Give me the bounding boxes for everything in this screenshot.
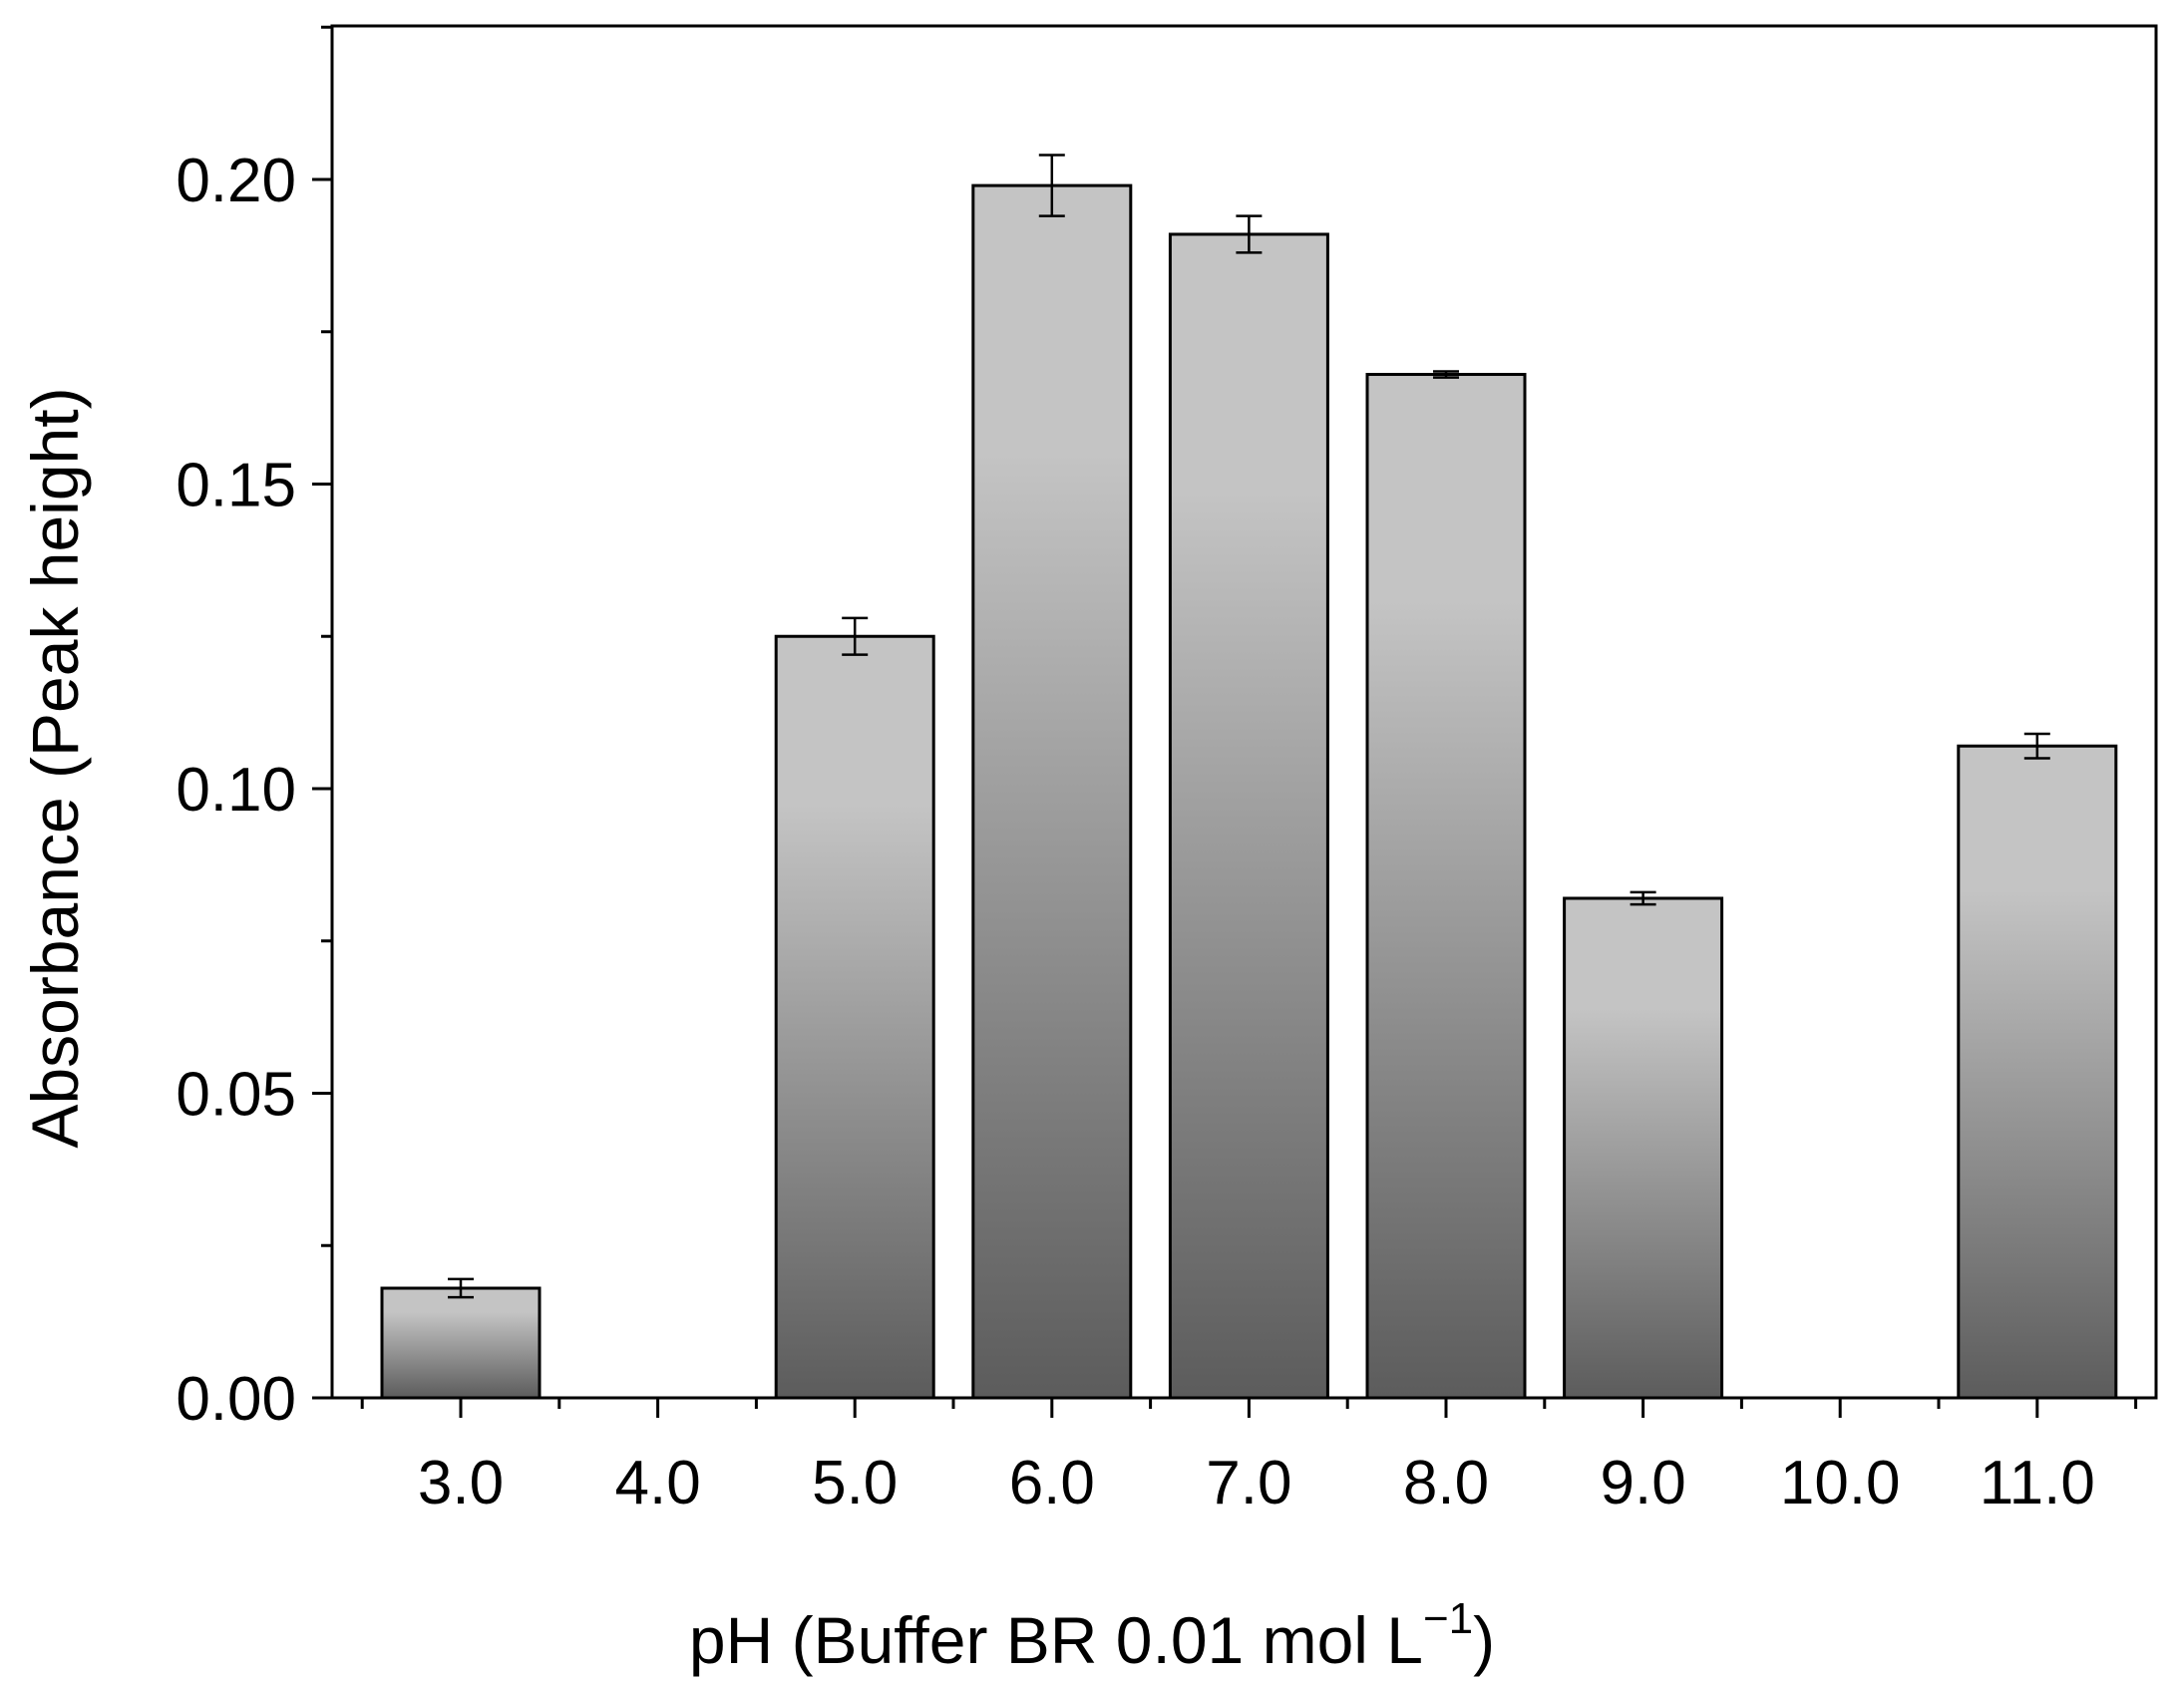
error-bar-7.0 [1236, 214, 1263, 254]
bar-3.0 [380, 1286, 542, 1400]
x-axis-title-main: pH (Buffer BR 0.01 mol L [689, 1603, 1423, 1677]
y-tick-label: 0.10 [176, 756, 296, 825]
y-tick-label: 0.05 [176, 1061, 296, 1130]
error-bar-3.0 [448, 1277, 474, 1299]
error-bar-5.0 [842, 616, 869, 656]
x-tick-label-10.0: 10.0 [1780, 1449, 1901, 1517]
x-tick-label-11.0: 11.0 [1980, 1449, 2095, 1517]
y-tick-label: 0.00 [176, 1365, 296, 1434]
plot-frame [330, 24, 2158, 1400]
bar-5.0 [774, 634, 935, 1400]
x-tick-label-3.0: 3.0 [418, 1449, 504, 1517]
y-tick-label: 0.15 [176, 452, 296, 520]
error-bar-6.0 [1038, 154, 1065, 217]
bar-8.0 [1365, 373, 1527, 1400]
x-axis-title-superscript: −1 [1423, 1594, 1473, 1643]
bar-6.0 [971, 183, 1133, 1400]
error-bar-9.0 [1630, 890, 1656, 906]
x-axis-title-close: ) [1473, 1603, 1495, 1677]
bar-11.0 [1957, 744, 2118, 1400]
x-tick-label-9.0: 9.0 [1600, 1449, 1685, 1517]
x-tick-label-5.0: 5.0 [812, 1449, 898, 1517]
error-bar-11.0 [2023, 732, 2050, 760]
error-bars-layer [448, 154, 2050, 1299]
bar-7.0 [1168, 232, 1329, 1400]
x-tick-label-6.0: 6.0 [1009, 1449, 1095, 1517]
y-axis-ticks: 0.00 0.05 0.10 0.15 0.20 [176, 25, 332, 1434]
y-tick-label: 0.20 [176, 147, 296, 215]
x-axis-ticks: 3.0 4.0 5.0 6.0 7.0 8.0 9.0 10.0 11.0 [360, 1398, 2138, 1517]
y-axis-title: Absorbance (Peak height) [18, 387, 92, 1148]
x-axis-title: pH (Buffer BR 0.01 mol L−1) [689, 1594, 1495, 1677]
x-tick-label-8.0: 8.0 [1403, 1449, 1489, 1517]
x-tick-label-7.0: 7.0 [1206, 1449, 1291, 1517]
bars-layer [380, 183, 2118, 1400]
error-bar-8.0 [1433, 370, 1459, 379]
bar-9.0 [1563, 896, 1724, 1400]
x-tick-label-4.0: 4.0 [614, 1449, 700, 1517]
